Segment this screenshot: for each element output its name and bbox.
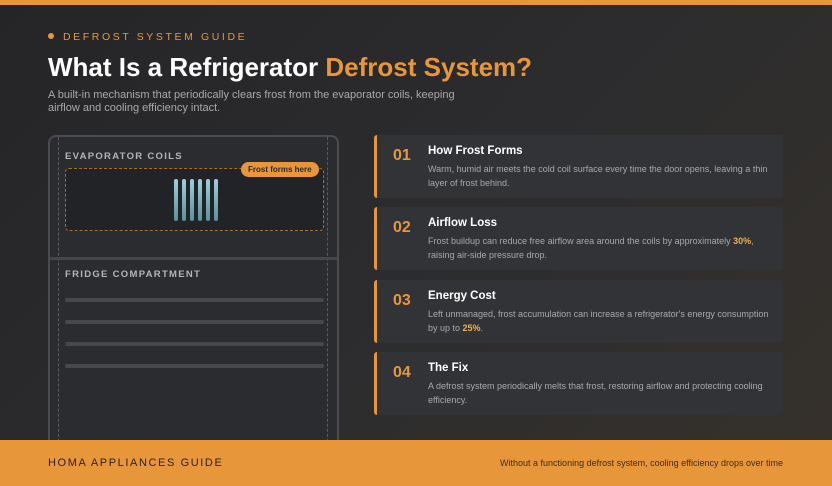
card-title: The Fix [428,362,469,374]
title: What Is a Refrigerator Defrost System? [48,52,532,83]
body-text: A defrost system periodically melts that… [428,381,763,405]
coil [182,179,186,221]
info-card: 01 How Frost Forms Warm, humid air meets t… [374,135,783,198]
body-text: . [480,323,484,333]
footer-brand: HOMA APPLIANCES GUIDE [48,457,224,469]
top-bar [0,0,832,5]
shelf [65,364,324,368]
card-body: Warm, humid air meets the cold coil surf… [428,162,778,190]
info-card: 04 The Fix A defrost system periodically m… [374,352,783,415]
card-body: Left unmanaged, frost accumulation can i… [428,307,778,335]
coil [190,179,194,221]
badge: Frost forms here [241,162,319,177]
shelf [65,320,324,324]
divider [50,257,337,260]
info-card: 03 Energy Cost Left unmanaged, frost accum… [374,280,783,343]
coil [214,179,218,221]
card-number: 03 [393,292,411,309]
card-number: 04 [393,364,411,381]
coil [206,179,210,221]
top-label: EVAPORATOR COILS [65,151,183,162]
body-text: Frost buildup can reduce free airflow ar… [428,236,734,246]
title-highlight: Defrost System? [325,52,533,82]
info-card: 02 Airflow Loss Frost buildup can reduce f… [374,207,783,270]
fridge-diagram: EVAPORATOR COILS Frost forms here FRIDGE… [48,135,339,455]
coil-area [65,168,324,231]
card-title: Energy Cost [428,290,496,302]
title-start: What Is a Refrigerator [48,52,326,82]
body-text: Warm, humid air meets the cold coil surf… [428,164,768,188]
dash [58,137,59,453]
footer: HOMA APPLIANCES GUIDE Without a function… [0,440,832,486]
subtitle: A built-in mechanism that periodically c… [48,89,455,114]
card-number: 02 [393,219,411,236]
shelf [65,342,324,346]
bottom-label: FRIDGE COMPARTMENT [65,269,202,280]
coil [174,179,178,221]
body-highlight: 25% [462,323,481,333]
card-title: Airflow Loss [428,217,498,229]
card-body: A defrost system periodically melts that… [428,379,778,407]
footer-note: Without a functioning defrost system, co… [500,458,783,468]
body-text: Left unmanaged, frost accumulation can i… [428,309,769,333]
dash [327,137,328,453]
shelf [65,298,324,302]
card-title: How Frost Forms [428,145,523,157]
coil [198,179,202,221]
body-text: , raising air-side pressure drop. [428,236,754,260]
eyebrow: DEFROST SYSTEM GUIDE [48,31,247,43]
card-number: 01 [393,147,411,164]
card-body: Frost buildup can reduce free airflow ar… [428,234,778,262]
body-highlight: 30% [733,236,752,246]
